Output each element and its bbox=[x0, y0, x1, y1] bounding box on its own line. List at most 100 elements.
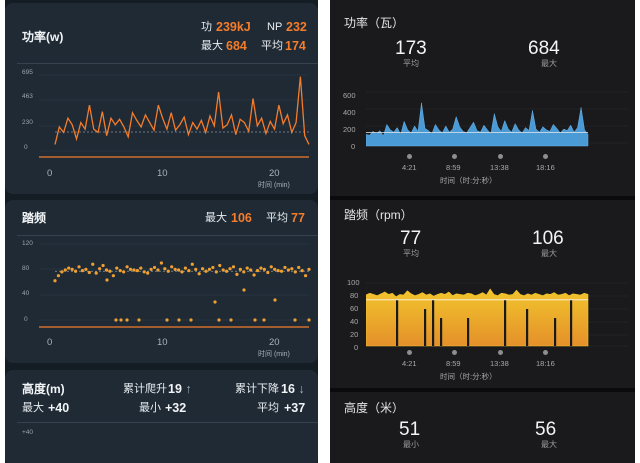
cadence-dropout bbox=[504, 300, 507, 346]
cadence-point bbox=[98, 267, 102, 271]
cadence-dropout bbox=[424, 309, 427, 346]
power-title: 功率（瓦） bbox=[344, 16, 405, 30]
avg-label: 平均 bbox=[257, 402, 279, 414]
cadence-point bbox=[273, 267, 277, 271]
time-marker-dot bbox=[543, 154, 548, 159]
time-marker-dot bbox=[407, 154, 412, 159]
cadence-point bbox=[303, 274, 308, 278]
cadence-point bbox=[77, 265, 81, 269]
time-marker-dot bbox=[452, 350, 457, 355]
cadence-dropout bbox=[570, 300, 573, 346]
left-app-screen: 功率(w) 功 239kJ NP 232 最大 684 平均 174 695 4… bbox=[5, 0, 318, 463]
avg-value: 77 bbox=[400, 228, 422, 249]
y-tick-label: 463 bbox=[22, 93, 33, 100]
power-area bbox=[366, 102, 589, 147]
y-tick-label: 80 bbox=[350, 291, 359, 300]
x-tick-label: 18:16 bbox=[536, 359, 555, 368]
min-value: 51 bbox=[399, 419, 421, 440]
cadence-point bbox=[149, 267, 153, 271]
cadence-point bbox=[235, 272, 239, 276]
cadence-point bbox=[163, 267, 167, 271]
cadence-point bbox=[197, 272, 201, 276]
y-tick-label: 0 bbox=[24, 144, 28, 151]
x-tick-label: 8:59 bbox=[446, 359, 461, 368]
cadence-point bbox=[283, 265, 287, 270]
cadence-point bbox=[115, 266, 119, 270]
cadence-scatter-chart bbox=[39, 243, 311, 328]
y-tick-label: 40 bbox=[350, 317, 359, 326]
cadence-point bbox=[87, 270, 91, 275]
cadence-point bbox=[238, 267, 242, 271]
x-tick-label: 20 bbox=[269, 168, 280, 179]
arrow-down-icon: ↓ bbox=[298, 382, 305, 396]
cadence-point bbox=[249, 268, 253, 272]
avg-value: 174 bbox=[285, 39, 306, 53]
cadence-point bbox=[300, 269, 304, 273]
x-tick-label: 20 bbox=[269, 337, 280, 348]
cadence-point bbox=[189, 318, 193, 322]
avg-value: 173 bbox=[395, 38, 427, 59]
cadence-point bbox=[84, 267, 88, 271]
cadence-point bbox=[73, 269, 78, 273]
power-title: 功率(w) bbox=[22, 30, 64, 44]
cadence-point bbox=[214, 270, 218, 274]
cadence-point bbox=[53, 279, 57, 283]
cadence-point bbox=[70, 267, 74, 271]
altitude-card: 高度(m) 累计爬升 19 ↑ 累计下降 16 ↓ 最大 +40 最小 +32 … bbox=[5, 370, 318, 463]
cadence-point bbox=[156, 268, 160, 272]
time-marker-dot bbox=[452, 154, 457, 159]
y-tick-label: 40 bbox=[22, 290, 30, 297]
cadence-point bbox=[293, 270, 297, 274]
work-label: 功 bbox=[201, 21, 212, 33]
max-label: 最大 bbox=[541, 59, 557, 68]
cadence-point bbox=[177, 318, 181, 322]
cadence-point bbox=[259, 266, 263, 270]
x-tick-label: 10 bbox=[157, 337, 168, 348]
cadence-point bbox=[307, 318, 311, 322]
cadence-point bbox=[101, 263, 105, 268]
cadence-point bbox=[276, 269, 280, 273]
cadence-point bbox=[225, 269, 229, 273]
y-tick-label: 0 bbox=[351, 142, 356, 151]
cadence-point bbox=[253, 318, 257, 322]
cadence-point bbox=[118, 269, 122, 273]
cadence-point bbox=[231, 265, 236, 269]
altitude-title: 高度（米） bbox=[344, 401, 405, 415]
cadence-point bbox=[207, 267, 212, 271]
y-tick-label: 600 bbox=[343, 91, 356, 100]
max-value: 684 bbox=[226, 39, 247, 53]
max-label: 最大 bbox=[541, 440, 557, 449]
max-label: 最大 bbox=[201, 40, 223, 52]
cadence-point bbox=[165, 318, 169, 322]
x-tick-label: 18:16 bbox=[536, 163, 555, 172]
np-label: NP bbox=[267, 21, 283, 33]
work-value: 239kJ bbox=[216, 20, 251, 34]
cadence-point bbox=[176, 268, 181, 272]
avg-value: +37 bbox=[284, 401, 306, 415]
cadence-point bbox=[269, 265, 273, 269]
cadence-area-chart bbox=[366, 282, 628, 347]
cadence-point bbox=[159, 261, 164, 265]
cadence-point bbox=[56, 274, 61, 278]
cadence-point bbox=[229, 318, 233, 322]
y-tick-label: 120 bbox=[22, 240, 33, 247]
cadence-point bbox=[297, 265, 301, 270]
x-tick-label: 8:59 bbox=[446, 163, 461, 172]
x-tick-label: 13:38 bbox=[490, 163, 509, 172]
cadence-point bbox=[137, 318, 141, 322]
cadence-point bbox=[242, 270, 246, 274]
cadence-point bbox=[104, 268, 109, 272]
cadence-point bbox=[242, 288, 246, 292]
power-line-chart bbox=[39, 74, 310, 158]
cadence-point bbox=[146, 271, 150, 275]
x-tick-label: 13:38 bbox=[490, 359, 509, 368]
right-app-screen: 功率（瓦） 173 平均 684 最大 600 400 200 0 4:21 8… bbox=[330, 0, 635, 463]
time-marker-dot bbox=[407, 350, 412, 355]
cadence-point bbox=[114, 318, 118, 322]
climb-label: 累计爬升 bbox=[123, 383, 167, 395]
climb-value: 19 ↑ bbox=[168, 382, 192, 396]
cadence-point bbox=[170, 265, 174, 269]
max-label: 最大 bbox=[22, 402, 44, 414]
cadence-point bbox=[152, 265, 157, 270]
x-axis-unit: 时间（时:分:秒） bbox=[440, 176, 497, 185]
